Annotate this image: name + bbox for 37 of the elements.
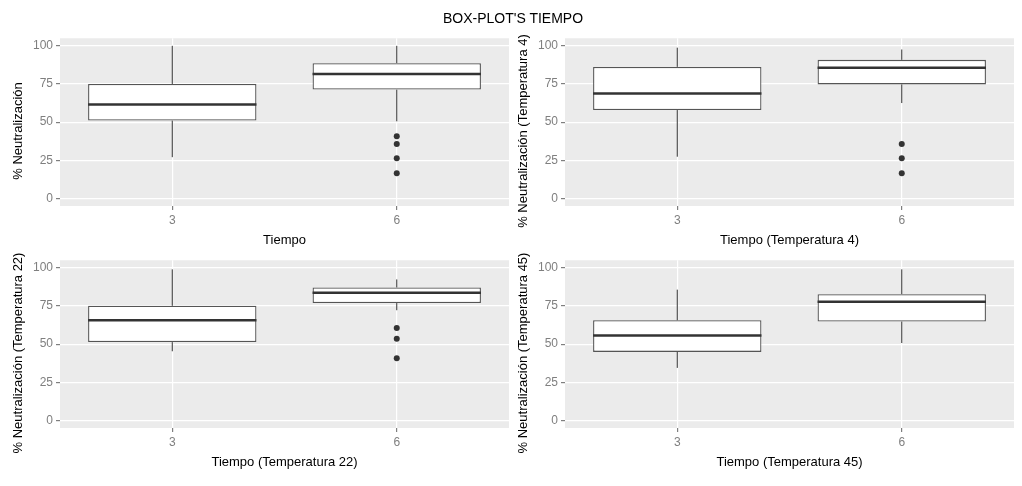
y-tick-label: 75 <box>544 76 559 91</box>
x-axis-title: Tiempo (Temperatura 45) <box>716 453 863 469</box>
y-tick-label: 50 <box>544 114 559 129</box>
x-tick-label: 6 <box>898 434 906 449</box>
y-tick-label: 100 <box>537 260 559 275</box>
y-axis-title: % Neutralización (Temperatura 4) <box>515 34 531 228</box>
x-tick-label: 3 <box>168 434 176 449</box>
x-tick-label: 3 <box>673 212 681 227</box>
y-tick-label: 75 <box>544 298 559 313</box>
y-tick-label: 25 <box>544 152 559 167</box>
y-tick-label: 50 <box>39 336 54 351</box>
y-tick-label: 75 <box>39 76 54 91</box>
chart-title: BOX-PLOT'S TIEMPO <box>441 9 585 28</box>
x-axis-title: Tiempo <box>263 231 306 247</box>
y-tick-label: 100 <box>537 38 559 53</box>
y-tick-label: 50 <box>39 114 54 129</box>
x-tick-label: 6 <box>898 212 906 227</box>
y-axis-title: % Neutralización (Temperatura 45) <box>515 252 531 454</box>
x-tick-label: 3 <box>168 212 176 227</box>
y-tick-label: 75 <box>39 298 54 313</box>
y-tick-label: 25 <box>39 152 54 167</box>
x-axis-title: Tiempo (Temperatura 22) <box>211 453 358 469</box>
x-axis-title: Tiempo (Temperatura 4) <box>720 231 859 247</box>
y-axis-title: % Neutralización (Temperatura 22) <box>10 252 26 454</box>
y-tick-label: 25 <box>39 374 54 389</box>
x-tick-label: 6 <box>393 212 401 227</box>
y-tick-label: 0 <box>46 190 54 205</box>
x-tick-label: 6 <box>393 434 401 449</box>
y-tick-label: 50 <box>544 336 559 351</box>
y-tick-label: 100 <box>32 38 54 53</box>
y-tick-label: 0 <box>551 412 559 427</box>
x-tick-label: 3 <box>673 434 681 449</box>
y-tick-label: 0 <box>46 412 54 427</box>
y-tick-label: 25 <box>544 374 559 389</box>
y-axis-title: % Neutralización <box>10 82 26 180</box>
y-tick-label: 100 <box>32 260 54 275</box>
y-tick-label: 0 <box>551 190 559 205</box>
